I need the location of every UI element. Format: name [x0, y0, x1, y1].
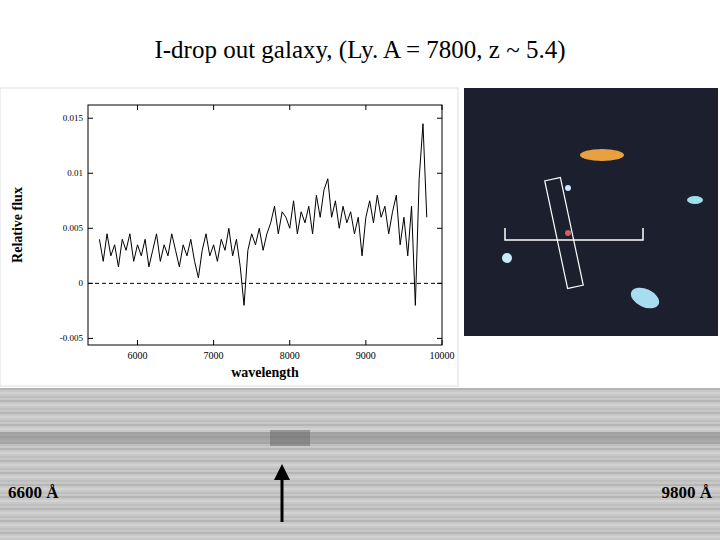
trace	[0, 432, 720, 444]
strip-noise	[0, 496, 720, 498]
x-tick	[137, 340, 138, 345]
strip-noise	[0, 404, 720, 406]
strip-noise	[0, 400, 720, 402]
strip-noise	[0, 524, 720, 526]
y-tick	[88, 118, 93, 119]
strip-noise	[0, 476, 720, 478]
star	[565, 185, 571, 191]
y-tick	[88, 173, 93, 174]
x-tick-label: 6000	[127, 350, 147, 361]
strip-noise	[0, 536, 720, 538]
y-tick	[437, 173, 442, 174]
strip-noise	[0, 532, 720, 534]
x-tick	[442, 340, 443, 345]
strip-bg	[0, 388, 720, 540]
x-tick	[213, 105, 214, 110]
galaxy	[628, 284, 663, 313]
slit	[545, 178, 584, 289]
y-tick	[437, 228, 442, 229]
x-axis-title: wavelength	[231, 365, 299, 380]
x-tick	[365, 105, 366, 110]
x-tick	[213, 340, 214, 345]
arrow-head	[274, 464, 290, 480]
strip-noise	[0, 460, 720, 462]
spectrum-line	[99, 124, 426, 306]
y-axis-title: Relative flux	[10, 187, 25, 263]
x-tick-label: 9000	[356, 350, 376, 361]
x-tick-label: 8000	[280, 350, 300, 361]
strip-noise	[0, 512, 720, 514]
strip-noise	[0, 484, 720, 486]
strip-noise	[0, 468, 720, 470]
galaxy-image	[464, 88, 718, 336]
y-tick-label: 0.015	[63, 113, 84, 123]
galaxy	[580, 149, 624, 161]
x-tick	[442, 105, 443, 110]
strip-noise	[0, 408, 720, 410]
galaxy	[687, 196, 703, 204]
x-tick	[365, 340, 366, 345]
plot-frame	[88, 105, 442, 345]
y-tick-label: 0.005	[63, 223, 84, 233]
title: I-drop out galaxy, (Ly. A = 7800, z ~ 5.…	[154, 36, 565, 64]
strip-noise	[0, 444, 720, 446]
strip-noise	[0, 472, 720, 474]
strip-noise	[0, 528, 720, 530]
strip-noise	[0, 452, 720, 454]
y-tick-label: 0	[79, 278, 84, 288]
bracket	[505, 228, 643, 240]
strip-noise	[0, 488, 720, 490]
strip-noise	[0, 504, 720, 506]
image-bg	[464, 88, 718, 336]
background	[0, 0, 720, 540]
y-tick	[88, 338, 93, 339]
plot-area	[88, 124, 442, 306]
x-tick	[137, 105, 138, 110]
strip-noise	[0, 396, 720, 398]
strip-noise	[0, 416, 720, 418]
target	[565, 230, 571, 236]
x-tick	[289, 340, 290, 345]
emission	[270, 430, 310, 446]
left-wavelength: 6600 Å	[8, 483, 59, 502]
strip-noise	[0, 388, 720, 390]
arrow-shaft	[281, 478, 284, 522]
strip-noise	[0, 464, 720, 466]
strip-noise	[0, 448, 720, 450]
strip-noise	[0, 412, 720, 414]
strip-noise	[0, 516, 720, 518]
chart-panel	[0, 88, 458, 386]
right-wavelength: 9800 Å	[661, 483, 712, 502]
y-tick	[437, 118, 442, 119]
x-tick	[289, 105, 290, 110]
strip-noise	[0, 508, 720, 510]
strip-noise	[0, 480, 720, 482]
strip-noise	[0, 456, 720, 458]
reference-line	[88, 283, 442, 284]
slide: I-drop out galaxy, (Ly. A = 7800, z ~ 5.…	[0, 0, 720, 540]
spectrum-2d: 6600 Å 9800 Å	[0, 388, 720, 540]
x-tick-label: 10000	[430, 350, 455, 361]
strip-noise	[0, 428, 720, 430]
strip-noise	[0, 392, 720, 394]
x-tick-label: 7000	[204, 350, 224, 361]
strip-noise	[0, 424, 720, 426]
strip-noise	[0, 520, 720, 522]
y-tick-label: -0.005	[60, 333, 84, 343]
strip-noise	[0, 492, 720, 494]
y-tick	[88, 228, 93, 229]
strip-noise	[0, 500, 720, 502]
y-tick-label: 0.01	[67, 168, 83, 178]
star	[502, 253, 512, 263]
y-tick	[437, 338, 442, 339]
strip-noise	[0, 420, 720, 422]
